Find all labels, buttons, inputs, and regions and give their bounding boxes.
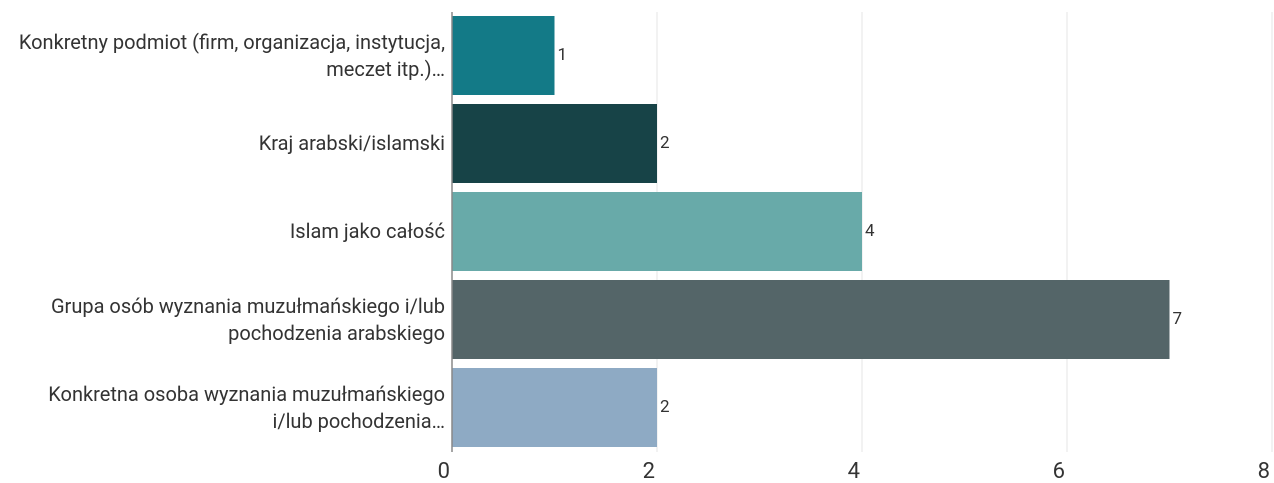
y-tick-label: Islam jako całość bbox=[289, 219, 445, 243]
y-tick-label: Konkretna osoba wyznania muzułmańskiego … bbox=[48, 381, 445, 433]
bar bbox=[452, 104, 657, 183]
bar bbox=[452, 192, 862, 271]
bar bbox=[452, 16, 555, 95]
x-tick-label: 2 bbox=[643, 459, 655, 483]
bar bbox=[452, 280, 1170, 359]
x-tick-label: 8 bbox=[1258, 459, 1270, 483]
y-tick-label: Konkretny podmiot (firm, organizacja, in… bbox=[18, 29, 445, 81]
x-tick-label: 4 bbox=[848, 459, 860, 483]
value-label: 2 bbox=[660, 397, 670, 417]
y-tick-label: Kraj arabski/islamski bbox=[258, 131, 445, 155]
x-tick-label: 6 bbox=[1053, 459, 1065, 483]
x-tick-label: 0 bbox=[438, 459, 450, 483]
value-label: 4 bbox=[865, 221, 875, 241]
y-tick-label: Grupa osób wyznania muzułmańskiego i/lub… bbox=[50, 293, 445, 345]
bar bbox=[452, 368, 657, 447]
value-label: 1 bbox=[558, 45, 568, 65]
value-label: 7 bbox=[1173, 309, 1183, 329]
value-label: 2 bbox=[660, 133, 670, 153]
